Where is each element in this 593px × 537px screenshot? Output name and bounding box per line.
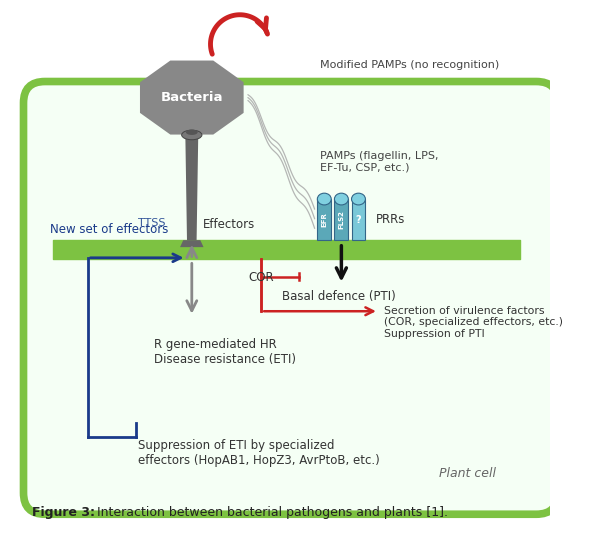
Text: PRRs: PRRs xyxy=(376,213,406,226)
Text: Figure 3:: Figure 3: xyxy=(31,506,94,519)
Text: COR: COR xyxy=(248,271,274,284)
Text: Plant cell: Plant cell xyxy=(439,467,496,480)
Text: Secretion of virulence factors
(COR, specialized effectors, etc.)
Suppression of: Secretion of virulence factors (COR, spe… xyxy=(384,306,563,339)
Text: Effectors: Effectors xyxy=(202,217,255,231)
Text: New set of effectors: New set of effectors xyxy=(50,223,168,236)
Text: Bacteria: Bacteria xyxy=(161,91,223,104)
Ellipse shape xyxy=(181,130,202,140)
Text: Basal defence (PTI): Basal defence (PTI) xyxy=(282,290,396,303)
Text: ?: ? xyxy=(356,215,361,224)
Bar xyxy=(334,199,348,240)
Ellipse shape xyxy=(334,193,348,205)
FancyBboxPatch shape xyxy=(24,82,558,514)
Ellipse shape xyxy=(186,129,197,135)
Bar xyxy=(352,199,365,240)
Text: Interaction between bacterial pathogens and plants [1].: Interaction between bacterial pathogens … xyxy=(93,506,448,519)
Polygon shape xyxy=(180,240,203,247)
Text: Modified PAMPs (no recognition): Modified PAMPs (no recognition) xyxy=(320,61,499,70)
Ellipse shape xyxy=(317,193,331,205)
Bar xyxy=(317,199,331,240)
Polygon shape xyxy=(186,137,198,240)
Text: R gene-mediated HR
Disease resistance (ETI): R gene-mediated HR Disease resistance (E… xyxy=(154,338,296,366)
Polygon shape xyxy=(140,61,244,135)
Text: FLS2: FLS2 xyxy=(339,210,345,229)
Text: PAMPs (flagellin, LPS,
EF-Tu, CSP, etc.): PAMPs (flagellin, LPS, EF-Tu, CSP, etc.) xyxy=(320,151,438,172)
Text: Suppression of ETI by specialized
effectors (HopAB1, HopZ3, AvrPtoB, etc.): Suppression of ETI by specialized effect… xyxy=(138,439,380,467)
Ellipse shape xyxy=(352,193,365,205)
Text: EFR: EFR xyxy=(321,212,327,227)
Text: TTSS: TTSS xyxy=(138,219,165,228)
